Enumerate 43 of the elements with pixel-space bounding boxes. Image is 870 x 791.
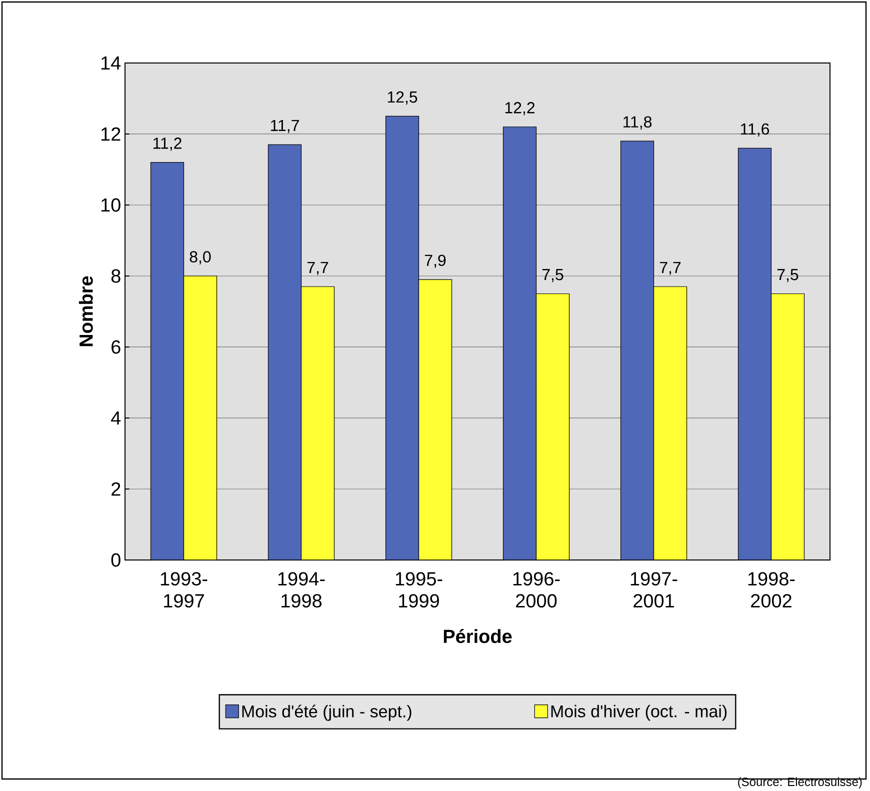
- data-label: 7,5: [777, 269, 798, 282]
- data-label: 7,7: [660, 262, 681, 275]
- data-label: 8,0: [190, 251, 211, 264]
- bar: [418, 279, 452, 560]
- data-label: 7,5: [542, 269, 564, 282]
- bar: [620, 140, 654, 560]
- data-label: 11,6: [740, 123, 770, 137]
- text: (Source: Electrosuisse): [738, 777, 862, 788]
- bar: [183, 276, 218, 560]
- data-label: 7,9: [424, 254, 446, 268]
- data-label: 11,2: [154, 138, 182, 151]
- x-tick-label: 1993-1997: [160, 572, 208, 608]
- y-tick-label: 10: [101, 198, 120, 212]
- legend-label: Mois d'été (juin - sept.): [242, 704, 412, 721]
- x-tick-label: 1994-1998: [278, 572, 325, 608]
- legend-label: Mois d'hiver (oct. - mai): [551, 704, 727, 721]
- x-tick-label: 1998-2002: [748, 572, 795, 608]
- bar: [536, 293, 570, 560]
- bar: [502, 126, 537, 560]
- y-tick-label: 12: [101, 127, 120, 141]
- bar: [770, 293, 805, 560]
- bar: [300, 286, 335, 560]
- y-tick-label: 2: [112, 482, 120, 496]
- data-label: 7,7: [307, 262, 328, 275]
- bar: [738, 148, 772, 560]
- x-tick-label: 1997-2001: [630, 572, 678, 608]
- x-tick-label: 1996-2000: [513, 572, 560, 608]
- y-tick-label: 4: [111, 411, 121, 425]
- data-label: 12,2: [505, 102, 535, 116]
- y-axis-title: Nombre: [78, 276, 93, 346]
- y-tick-label: 6: [112, 340, 120, 354]
- x-axis-title: Période: [444, 628, 512, 644]
- y-tick-label: 14: [101, 56, 121, 70]
- y-tick-label: 0: [111, 553, 120, 567]
- bar: [653, 286, 688, 560]
- y-tick-label: 8: [111, 269, 120, 283]
- data-label: 12,5: [388, 91, 418, 105]
- x-tick-label: 1995-1999: [396, 572, 442, 608]
- bar: [268, 144, 302, 560]
- bar: [150, 162, 184, 560]
- data-label: 11,8: [623, 116, 652, 130]
- bar: [385, 116, 420, 560]
- data-label: 11,7: [271, 120, 299, 133]
